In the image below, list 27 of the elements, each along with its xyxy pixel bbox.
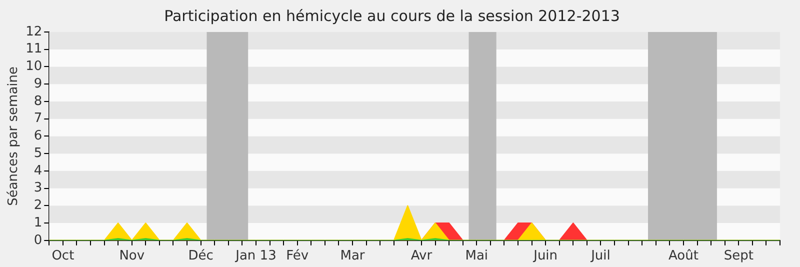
x-tick-label: Avr bbox=[410, 248, 433, 264]
x-tick-label: Août bbox=[668, 248, 698, 264]
y-axis-title: Séances par semaine bbox=[6, 66, 22, 206]
x-tick-label: Oct bbox=[52, 248, 74, 264]
chart-title: Participation en hémicycle au cours de la session 2012-2013 bbox=[164, 6, 620, 25]
y-tick-label: 10 bbox=[26, 59, 42, 74]
y-tick-label: 11 bbox=[26, 42, 42, 57]
x-tick-label: Juin bbox=[532, 248, 558, 264]
y-tick-label: 2 bbox=[34, 198, 42, 214]
y-tick-label: 0 bbox=[34, 232, 42, 248]
x-tick-label: Sept bbox=[724, 248, 754, 264]
y-tick-label: 7 bbox=[34, 111, 42, 126]
x-tick-label: Mar bbox=[340, 248, 366, 264]
x-tick-label: Nov bbox=[119, 248, 145, 264]
y-tick-label: 1 bbox=[34, 215, 42, 230]
x-tick-label: Jan 13 bbox=[234, 248, 276, 264]
y-tick-label: 9 bbox=[34, 76, 42, 92]
x-tick-label: Juil bbox=[590, 248, 610, 264]
y-tick-label: 4 bbox=[34, 163, 42, 178]
y-tick-label: 8 bbox=[34, 94, 42, 109]
y-tick-label: 6 bbox=[34, 128, 42, 144]
y-tick-label: 5 bbox=[34, 146, 42, 161]
x-tick-label: Mai bbox=[465, 248, 488, 264]
y-tick-label: 12 bbox=[26, 24, 42, 40]
y-tick-label: 3 bbox=[34, 180, 42, 196]
x-tick-label: Fév bbox=[286, 248, 309, 264]
x-tick-label: Déc bbox=[188, 248, 214, 264]
